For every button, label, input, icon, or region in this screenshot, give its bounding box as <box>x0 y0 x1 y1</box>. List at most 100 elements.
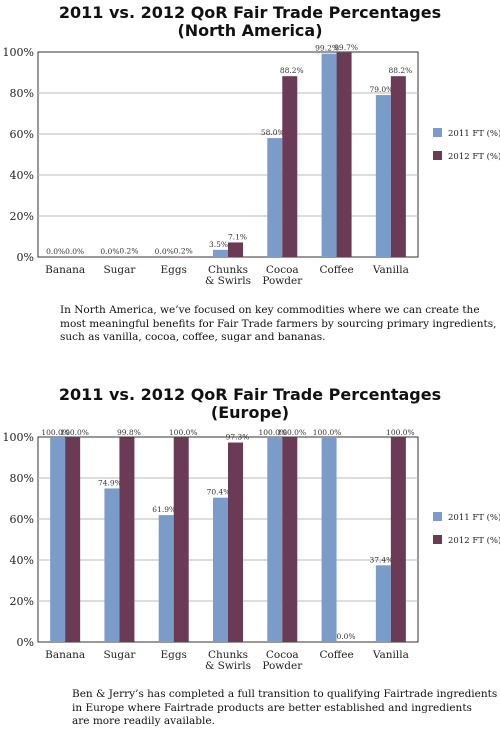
data-label: 99.2% <box>315 44 339 53</box>
x-tick-label: Eggs <box>160 264 187 276</box>
caption-line: Ben & Jerry’s has completed a full trans… <box>72 688 498 700</box>
data-label: 0.0% <box>46 247 65 256</box>
bar-2011 <box>321 53 337 257</box>
data-label: 100.0% <box>386 428 415 437</box>
bar-2012 <box>173 437 189 642</box>
caption-line: In North America, we’ve focused on key c… <box>60 304 480 316</box>
y-tick-label: 60% <box>10 128 34 141</box>
data-label: 58.0% <box>261 128 285 137</box>
data-label: 79.0% <box>369 85 393 94</box>
x-tick-label: Powder <box>262 660 303 672</box>
x-tick-label: Sugar <box>103 264 136 276</box>
y-tick-label: 40% <box>10 169 34 182</box>
chart-title-text: 2011 vs. 2012 QoR Fair Trade Percentages <box>58 3 442 22</box>
legend-swatch <box>433 151 442 160</box>
data-label: 100.0% <box>313 428 342 437</box>
bar-2011 <box>375 565 391 642</box>
data-label: 7.1% <box>228 232 247 241</box>
y-tick-label: 0% <box>17 251 34 264</box>
x-tick-label: Cocoa <box>266 264 299 276</box>
bar-2011 <box>213 249 228 257</box>
bar-2011 <box>375 95 391 257</box>
data-label: 61.9% <box>152 505 176 514</box>
x-tick-label: Coffee <box>319 649 353 661</box>
chart-subtitle: (Europe) <box>210 403 290 422</box>
bar-2011 <box>104 488 120 642</box>
bar-2011 <box>321 437 337 642</box>
bar-2012 <box>119 437 135 642</box>
bar-2011 <box>267 138 283 257</box>
data-label: 74.9% <box>98 478 122 487</box>
x-tick-label: & Swirls <box>205 275 251 285</box>
legend-label: 2011 FT (%) <box>448 512 500 523</box>
y-tick-label: 40% <box>10 554 34 567</box>
bar-2012 <box>282 437 298 642</box>
x-tick-label: Vanilla <box>372 649 409 661</box>
bar-chart-europe: 0%20%40%60%80%100% 100.0%100.0%Banana74.9… <box>3 428 500 672</box>
data-label: 0.2% <box>174 247 193 256</box>
data-label: 0.0% <box>65 247 84 256</box>
data-label: 88.2% <box>280 66 304 75</box>
legend-swatch <box>433 535 442 544</box>
bar-2011 <box>158 515 174 642</box>
y-tick-label: 80% <box>10 472 34 485</box>
bar-2012 <box>336 52 352 258</box>
data-label: 100.0% <box>258 428 287 437</box>
x-tick-label: & Swirls <box>205 660 251 672</box>
x-tick-label: Coffee <box>319 264 353 276</box>
x-tick-label: Cocoa <box>266 649 299 661</box>
plot-area <box>37 51 419 258</box>
x-tick-label: Powder <box>262 275 303 285</box>
y-tick-label: 0% <box>17 636 34 649</box>
x-tick-label: Vanilla <box>372 264 409 276</box>
y-tick-label: 60% <box>10 513 34 526</box>
data-label: 100.0% <box>41 428 70 437</box>
data-label: 37.4% <box>369 555 393 564</box>
bar-2011 <box>50 437 66 642</box>
x-tick-label: Chunks <box>208 649 248 661</box>
caption-line: such as vanilla, cocoa, coffee, sugar an… <box>60 331 326 343</box>
data-label: 0.0% <box>337 632 356 641</box>
chart-title-north-america: 2011 vs. 2012 QoR Fair Trade Percentages… <box>0 4 500 40</box>
chart-title-text: 2011 vs. 2012 QoR Fair Trade Percentages <box>58 385 442 404</box>
chart-subtitle: (North America) <box>177 21 323 40</box>
caption-line: most meaningful benefits for Fair Trade … <box>60 317 497 330</box>
bar-2011 <box>267 437 283 642</box>
bar-2012 <box>228 442 243 642</box>
data-label: 70.4% <box>207 488 231 497</box>
data-label: 88.2% <box>388 66 412 75</box>
y-tick-label: 20% <box>10 595 34 608</box>
data-label: 100.0% <box>169 428 198 437</box>
data-label: 100.0% <box>60 428 89 437</box>
bar-2012 <box>390 437 406 642</box>
data-label: 3.5% <box>209 240 228 249</box>
data-label: 97.3% <box>226 433 250 442</box>
bar-2011 <box>213 497 228 642</box>
y-tick-label: 100% <box>3 46 34 59</box>
data-label: 0.2% <box>119 247 138 256</box>
chart-title-europe: 2011 vs. 2012 QoR Fair Trade Percentages… <box>0 386 500 422</box>
bar-2012 <box>228 242 243 257</box>
bar-2012 <box>65 437 81 642</box>
x-tick-label: Eggs <box>160 649 187 661</box>
data-label: 0.0% <box>100 247 119 256</box>
legend-swatch <box>433 128 442 137</box>
caption-north-america: In North America, we’ve focused on key c… <box>60 304 496 345</box>
legend-swatch <box>433 512 442 521</box>
data-label: 99.8% <box>117 428 141 437</box>
data-label: 100.0% <box>277 428 306 437</box>
legend-label: 2012 FT (%) <box>448 151 500 162</box>
y-tick-label: 80% <box>10 87 34 100</box>
bar-2012 <box>390 76 406 257</box>
x-tick-label: Sugar <box>103 649 136 661</box>
legend-label: 2011 FT (%) <box>448 128 500 139</box>
y-tick-label: 20% <box>10 210 34 223</box>
data-label: 99.7% <box>334 43 358 52</box>
legend-label: 2012 FT (%) <box>448 535 500 546</box>
x-tick-label: Chunks <box>208 264 248 276</box>
caption-europe: Ben & Jerry’s has completed a full trans… <box>72 688 497 729</box>
caption-line: in Europe where Fairtrade products are b… <box>72 701 472 714</box>
data-label: 0.0% <box>155 247 174 256</box>
x-tick-label: Banana <box>45 649 85 661</box>
